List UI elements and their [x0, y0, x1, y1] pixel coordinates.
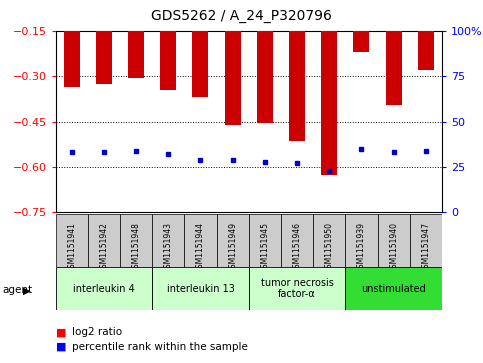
Bar	[160, 31, 176, 90]
Text: GSM1151940: GSM1151940	[389, 222, 398, 273]
Bar	[410, 214, 442, 267]
Bar	[56, 267, 152, 310]
Bar	[249, 267, 345, 310]
Bar	[313, 214, 345, 267]
Text: GSM1151939: GSM1151939	[357, 222, 366, 273]
Text: GSM1151946: GSM1151946	[293, 222, 301, 273]
Text: GSM1151941: GSM1151941	[67, 222, 76, 273]
Text: ■: ■	[56, 327, 66, 337]
Text: GSM1151942: GSM1151942	[99, 222, 108, 273]
Text: GSM1151948: GSM1151948	[131, 222, 141, 273]
Text: GSM1151947: GSM1151947	[421, 222, 430, 273]
Bar	[96, 31, 112, 84]
Bar	[378, 214, 410, 267]
Bar	[354, 31, 369, 52]
Text: tumor necrosis
factor-α: tumor necrosis factor-α	[261, 278, 333, 299]
Bar	[128, 31, 144, 78]
Bar	[289, 31, 305, 141]
Bar	[281, 214, 313, 267]
Text: agent: agent	[2, 285, 32, 295]
Bar	[185, 214, 216, 267]
Text: GSM1151949: GSM1151949	[228, 222, 237, 273]
Text: GSM1151944: GSM1151944	[196, 222, 205, 273]
Text: log2 ratio: log2 ratio	[72, 327, 123, 337]
Text: interleukin 13: interleukin 13	[167, 284, 234, 294]
Bar	[216, 214, 249, 267]
Text: unstimulated: unstimulated	[361, 284, 426, 294]
Bar	[385, 31, 402, 105]
Text: interleukin 4: interleukin 4	[73, 284, 135, 294]
Bar	[56, 214, 88, 267]
Bar	[418, 31, 434, 70]
Bar	[249, 214, 281, 267]
Bar	[321, 31, 337, 175]
Text: ▶: ▶	[23, 285, 31, 295]
Text: ■: ■	[56, 342, 66, 352]
Text: GSM1151943: GSM1151943	[164, 222, 173, 273]
Text: percentile rank within the sample: percentile rank within the sample	[72, 342, 248, 352]
Bar	[64, 31, 80, 87]
Bar	[152, 267, 249, 310]
Text: GDS5262 / A_24_P320796: GDS5262 / A_24_P320796	[151, 9, 332, 23]
Text: GSM1151945: GSM1151945	[260, 222, 270, 273]
Bar	[225, 31, 241, 125]
Bar	[345, 267, 442, 310]
Text: GSM1151950: GSM1151950	[325, 222, 334, 273]
Bar	[88, 214, 120, 267]
Bar	[152, 214, 185, 267]
Bar	[345, 214, 378, 267]
Bar	[120, 214, 152, 267]
Bar	[192, 31, 209, 97]
Bar	[257, 31, 273, 123]
